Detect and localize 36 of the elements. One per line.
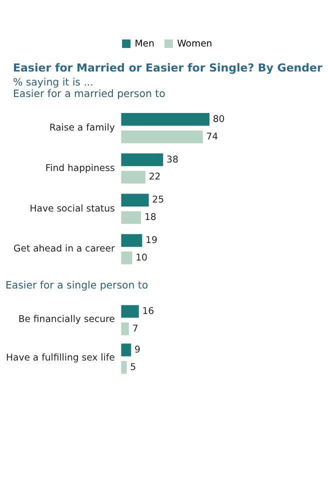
data-label: 18 (144, 212, 156, 224)
bar (121, 113, 210, 126)
bar (121, 252, 132, 264)
bar (121, 234, 142, 247)
y-tick-label: Have a fulfilling sex life (6, 352, 116, 364)
y-tick-label: Be financially secure (18, 314, 116, 325)
y-tick-label: Find happiness (45, 163, 115, 174)
data-label: 38 (166, 154, 178, 166)
legend-label: Men (134, 38, 155, 50)
data-label: 22 (148, 172, 161, 183)
y-tick-label: Raise a family (49, 122, 116, 134)
chart-subtitle: % saying it is ... (12, 77, 94, 88)
bar (121, 170, 146, 184)
text: Easier for a married person to (12, 89, 166, 100)
data-label: 9 (134, 344, 141, 356)
text: Easier for a single person to (5, 280, 148, 292)
data-label: 5 (130, 362, 136, 373)
y-tick-label: Get ahead in a career (14, 244, 116, 255)
bar (121, 194, 149, 206)
bar (121, 153, 164, 166)
data-label: 25 (152, 194, 164, 206)
y-tick-label: Have social status (30, 203, 115, 214)
bar (121, 322, 129, 336)
data-label: 19 (146, 235, 158, 246)
bar (121, 344, 132, 356)
data-label: 80 (212, 114, 225, 125)
bar (121, 361, 127, 374)
data-label: 74 (206, 131, 218, 142)
data-label: 16 (142, 306, 154, 317)
data-label: 7 (132, 323, 138, 334)
data-label: 10 (136, 252, 148, 264)
legend-label: Women (177, 38, 212, 50)
bar (121, 211, 142, 224)
bar (121, 305, 139, 318)
chart-title: Easier for Married or Easier for Single? By Gender (12, 62, 323, 75)
bar (121, 130, 203, 144)
